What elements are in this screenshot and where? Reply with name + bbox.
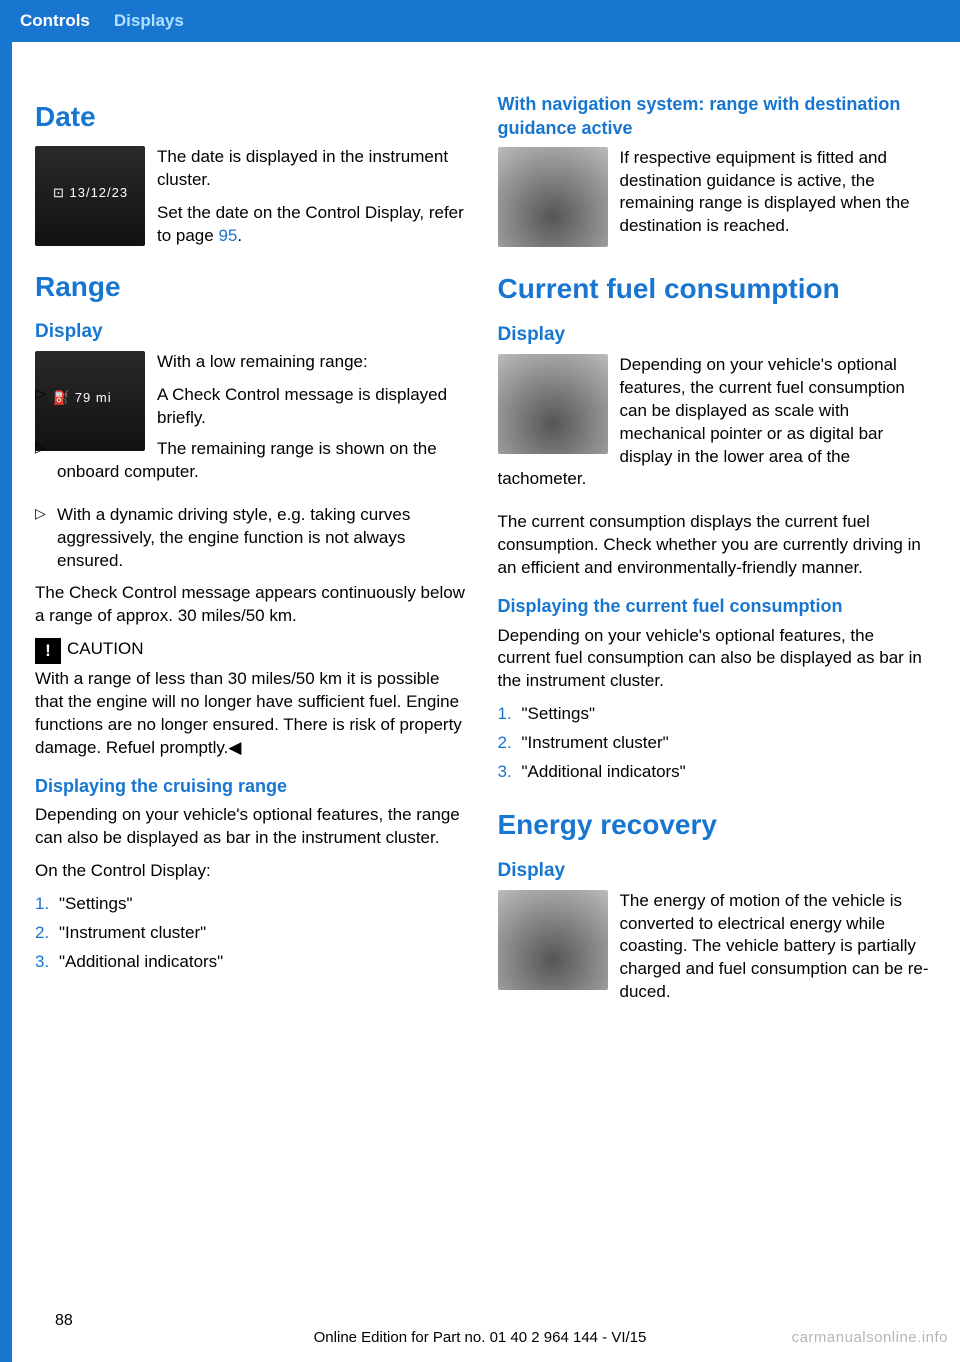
page-link-95[interactable]: 95 [218, 226, 237, 245]
cruise-p2: On the Control Display: [35, 860, 468, 883]
tab-header: Controls Displays [0, 0, 960, 42]
energy-display-h: Display [498, 858, 931, 884]
fuel-heading: Current fuel consumption [498, 270, 931, 308]
nav-block: If respective equipment is fitted and de… [498, 147, 931, 249]
range-heading: Range [35, 268, 468, 306]
cruise-step-3-text: "Additional indicators" [59, 952, 223, 971]
cruise-steps: 1."Settings" 2."Instrument cluster" 3."A… [35, 893, 468, 974]
fuel-disp-heading: Displaying the current fuel consumption [498, 594, 931, 618]
tab-displays[interactable]: Displays [114, 10, 184, 33]
cruise-step-3: 3."Additional indicators" [35, 951, 468, 974]
energy-block: The energy of motion of the ve­hicle is … [498, 890, 931, 1015]
cruise-p1: Depending on your vehicle's optional fea… [35, 804, 468, 850]
date-p2a: Set the date on the Control Dis­play, re… [157, 203, 464, 245]
date-p2b: . [237, 226, 242, 245]
fuel-disp-p: Depending on your vehicle's optional fea… [498, 625, 931, 694]
caution-line: ! CAUTION [35, 638, 468, 664]
fuel-step-1: 1."Settings" [498, 703, 931, 726]
date-heading: Date [35, 98, 468, 136]
fuel-gauge-thumb [498, 354, 608, 454]
range-bullets-full: With a dynamic driving style, e.g. takin… [35, 504, 468, 573]
fuel-step-3-text: "Additional indicators" [522, 762, 686, 781]
date-cluster-thumb [35, 146, 145, 246]
nav-gauge-thumb [498, 147, 608, 247]
range-b2: The remaining range is shown on the onbo… [35, 438, 468, 484]
watermark: carmanualsonline.info [792, 1328, 948, 1348]
energy-heading: Energy recovery [498, 806, 931, 844]
fuel-step-1-text: "Settings" [522, 704, 596, 723]
cruise-step-1: 1."Settings" [35, 893, 468, 916]
fuel-display-h: Display [498, 322, 931, 348]
energy-gauge-thumb [498, 890, 608, 990]
fuel-step-2-text: "Instrument cluster" [522, 733, 669, 752]
fuel-steps: 1."Settings" 2."Instrument cluster" 3."A… [498, 703, 931, 784]
tab-controls[interactable]: Controls [20, 10, 90, 33]
range-p2: The Check Control message appears contin… [35, 582, 468, 628]
nav-heading: With navigation system: range with desti… [498, 92, 931, 141]
cruise-step-2-text: "Instrument cluster" [59, 923, 206, 942]
range-display-h: Display [35, 319, 468, 345]
date-block: The date is displayed in the in­strument… [35, 146, 468, 258]
caution-icon: ! [35, 638, 61, 664]
fuel-block: Depending on your vehicle's op­tional fe… [498, 354, 931, 502]
caution-box: ! CAUTION With a range of less than 30 mi… [35, 638, 468, 760]
fuel-step-2: 2."Instrument cluster" [498, 732, 931, 755]
range-b3: With a dynamic driving style, e.g. takin… [35, 504, 468, 573]
side-stripe [0, 42, 12, 1362]
cruise-step-1-text: "Settings" [59, 894, 133, 913]
fuel-p2: The current consumption displays the cur… [498, 511, 931, 580]
cruise-step-2: 2."Instrument cluster" [35, 922, 468, 945]
page-body: Date The date is displayed in the in­str… [0, 42, 960, 1272]
caution-title: CAUTION [67, 639, 144, 658]
cruise-heading: Displaying the cruising range [35, 774, 468, 798]
caution-body: With a range of less than 30 miles/50 km… [35, 668, 468, 760]
range-block: With a low remaining range: A Check Cont… [35, 351, 468, 494]
range-b1: A Check Control message is displayed bri… [35, 384, 468, 430]
fuel-step-3: 3."Additional indicators" [498, 761, 931, 784]
